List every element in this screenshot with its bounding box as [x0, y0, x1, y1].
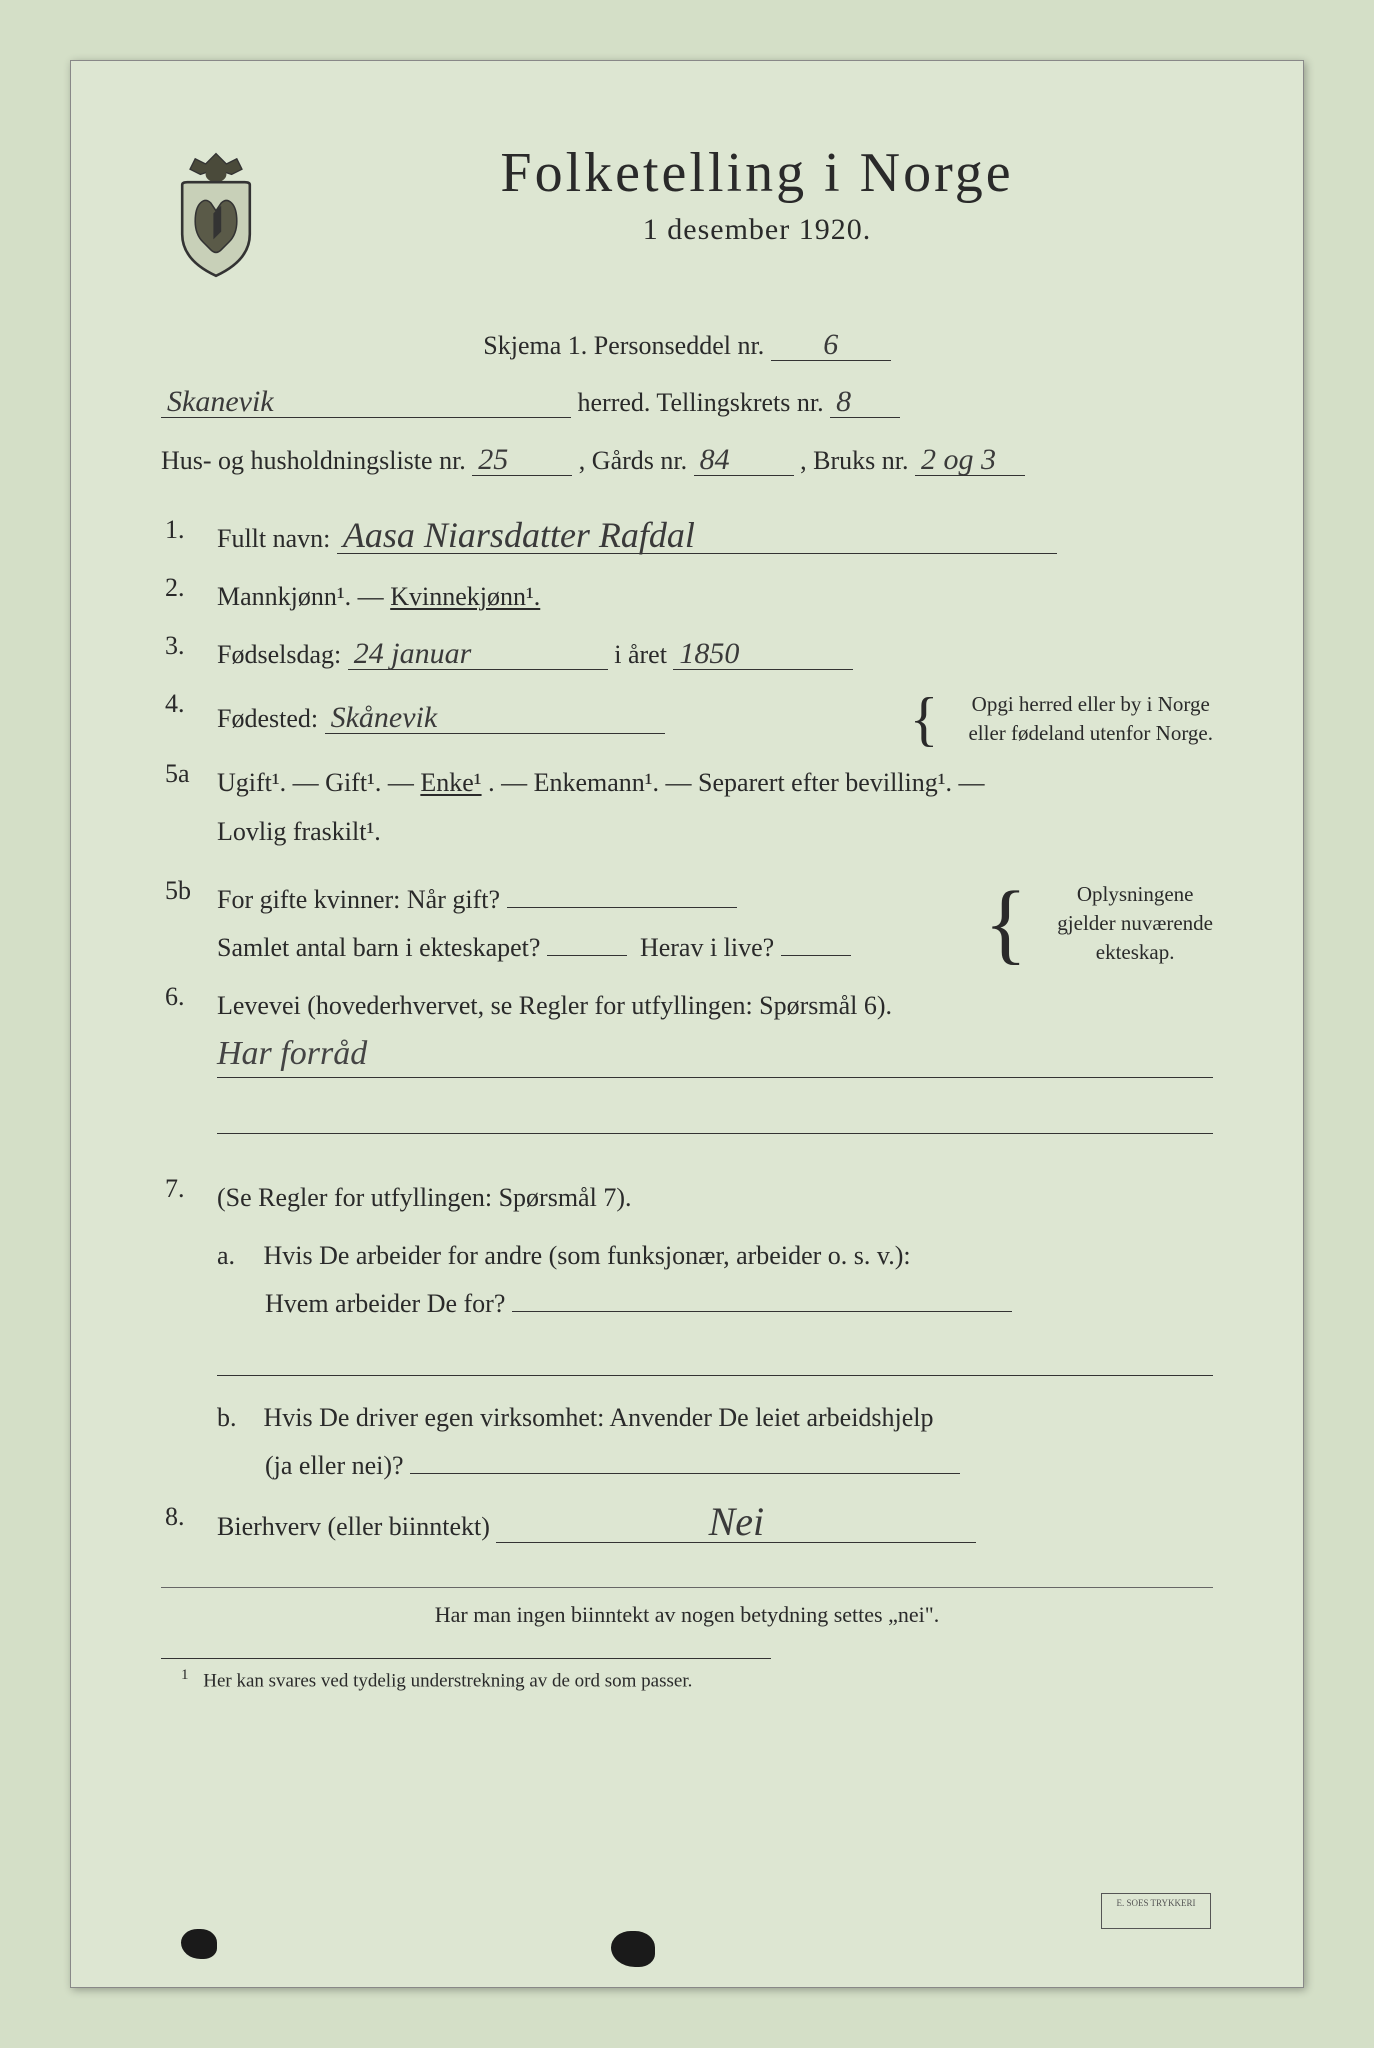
q4-label: Fødested:	[217, 704, 318, 733]
q2-row: 2. Mannkjønn¹. — Kvinnekjønn¹.	[161, 573, 1213, 621]
husliste-nr: 25	[472, 445, 572, 476]
q6-value-line: Har forråd	[217, 1040, 1213, 1078]
q5b-label-b: Samlet antal barn i ekteskapet?	[217, 933, 540, 962]
q5b-label-a: For gifte kvinner: Når gift?	[217, 885, 500, 914]
q5a-row: 5a Ugift¹. — Gift¹. — Enke¹ . — Enkemann…	[161, 759, 1213, 855]
q5a-enke: Enke¹	[420, 768, 481, 797]
q7a-blank-2	[217, 1338, 1213, 1376]
q6-value: Har forråd	[217, 1035, 367, 1073]
q7a-label-1: Hvis De arbeider for andre (som funksjon…	[264, 1241, 911, 1270]
q7b-label-2: (ja eller nei)?	[217, 1451, 404, 1480]
q1-label: Fullt navn:	[217, 524, 330, 553]
q4-row: 4. Fødested: Skånevik { Opgi herred elle…	[161, 689, 1213, 749]
title-block: Folketelling i Norge 1 desember 1920.	[301, 141, 1213, 247]
q5b-blank-c	[781, 955, 851, 956]
q2-num: 2.	[161, 573, 217, 621]
q5b-side-a: Oplysningene	[1077, 882, 1194, 906]
q7a-label-2: Hvem arbeider De for?	[217, 1289, 505, 1318]
bruks-label: , Bruks nr.	[800, 446, 908, 475]
q5a-text-b: . — Enkemann¹. — Separert efter bevillin…	[488, 768, 984, 797]
coat-of-arms-icon	[161, 151, 271, 281]
q5b-side: Oplysningene gjelder nuværende ekteskap.	[1043, 880, 1213, 968]
footnote-text: Her kan svares ved tydelig understreknin…	[203, 1671, 692, 1692]
q2-label-a: Mannkjønn¹. —	[217, 582, 384, 611]
brace-icon: {	[910, 689, 939, 749]
q7b-letter: b.	[217, 1394, 257, 1442]
herred-label: herred. Tellingskrets nr.	[578, 388, 824, 417]
herred-line: Skanevik herred. Tellingskrets nr. 8	[161, 378, 1213, 427]
q6-label: Levevei (hovederhvervet, se Regler for u…	[217, 991, 892, 1020]
q8-label: Bierhverv (eller biinntekt)	[217, 1512, 490, 1541]
q7-num: 7.	[161, 1174, 217, 1328]
page-title: Folketelling i Norge	[301, 141, 1213, 205]
bruks-nr: 2 og 3	[915, 445, 1025, 476]
q7-label: (Se Regler for utfyllingen: Spørsmål 7).	[217, 1183, 631, 1212]
q3-year: 1850	[673, 639, 853, 670]
q5b-num: 5b	[161, 876, 217, 972]
q3-row: 3. Fødselsdag: 24 januar i året 1850	[161, 631, 1213, 679]
q7-row: 7. (Se Regler for utfyllingen: Spørsmål …	[161, 1174, 1213, 1328]
q3-day: 24 januar	[348, 639, 608, 670]
q5b-blank-a	[507, 907, 737, 908]
q7a-blank	[512, 1311, 1012, 1312]
secondary-rule	[161, 1587, 1213, 1588]
q2-kvinne: Kvinnekjønn¹.	[390, 582, 540, 611]
skjema-line: Skjema 1. Personseddel nr. 6	[161, 321, 1213, 370]
q3-label-b: i året	[614, 640, 667, 669]
q4-num: 4.	[161, 689, 217, 749]
q7b-blank	[410, 1473, 960, 1474]
q5b-label-c: Herav i live?	[640, 933, 774, 962]
q4-value: Skånevik	[325, 703, 665, 734]
q3-label-a: Fødselsdag:	[217, 640, 341, 669]
q1-value: Aasa Niarsdatter Rafdal	[337, 517, 1057, 554]
footnote-rule	[161, 1658, 771, 1667]
q5a-num: 5a	[161, 759, 217, 855]
q1-num: 1.	[161, 515, 217, 563]
q7b-label-1: Hvis De driver egen virksomhet: Anvender…	[264, 1403, 934, 1432]
q6-blank-2	[217, 1096, 1213, 1134]
secondary-note: Har man ingen biinntekt av nogen betydni…	[161, 1602, 1213, 1628]
census-form-page: Folketelling i Norge 1 desember 1920. Sk…	[70, 60, 1304, 1988]
q1-row: 1. Fullt navn: Aasa Niarsdatter Rafdal	[161, 515, 1213, 563]
q5b-side-b: gjelder nuværende	[1057, 911, 1213, 935]
q4-side-a: Opgi herred eller by i Norge	[972, 692, 1210, 716]
tellingskrets-nr: 8	[830, 387, 900, 418]
q7a: a. Hvis De arbeider for andre (som funks…	[217, 1232, 1213, 1328]
q5b-blank-b	[547, 955, 627, 956]
q8-row: 8. Bierhverv (eller biinntekt) Nei	[161, 1502, 1213, 1551]
skjema-label: Skjema 1. Personseddel nr.	[483, 331, 764, 360]
q8-value: Nei	[496, 1502, 976, 1543]
gards-nr: 84	[694, 445, 794, 476]
q5a-text-a: Ugift¹. — Gift¹. —	[217, 768, 420, 797]
q8-num: 8.	[161, 1502, 217, 1551]
brace-icon-2: {	[984, 879, 1027, 969]
q7b-row: b. Hvis De driver egen virksomhet: Anven…	[161, 1394, 1213, 1490]
q4-side: Opgi herred eller by i Norge eller fødel…	[954, 690, 1213, 749]
q6-row: 6. Levevei (hovederhvervet, se Regler fo…	[161, 982, 1213, 1030]
q6-num: 6.	[161, 982, 217, 1030]
footnote-num: 1	[181, 1667, 189, 1683]
q5b-side-c: ekteskap.	[1096, 940, 1175, 964]
ink-blot-icon	[181, 1929, 217, 1959]
personseddel-nr: 6	[771, 330, 891, 361]
q4-side-b: eller fødeland utenfor Norge.	[968, 721, 1213, 745]
printer-stamp: E. SOES TRYKKERI	[1101, 1893, 1211, 1929]
page-subtitle: 1 desember 1920.	[301, 213, 1213, 247]
q5b-row: 5b For gifte kvinner: Når gift? Samlet a…	[161, 876, 1213, 972]
q5a-text-c: Lovlig fraskilt¹.	[217, 817, 381, 846]
q3-num: 3.	[161, 631, 217, 679]
footnote: 1 Her kan svares ved tydelig understrekn…	[161, 1667, 1213, 1692]
husliste-line: Hus- og husholdningsliste nr. 25 , Gårds…	[161, 436, 1213, 485]
gards-label: , Gårds nr.	[579, 446, 687, 475]
hus-label: Hus- og husholdningsliste nr.	[161, 446, 466, 475]
herred-value: Skanevik	[161, 387, 571, 418]
q7a-letter: a.	[217, 1232, 257, 1280]
header-row: Folketelling i Norge 1 desember 1920.	[161, 141, 1213, 281]
ink-blot-icon	[611, 1931, 655, 1967]
